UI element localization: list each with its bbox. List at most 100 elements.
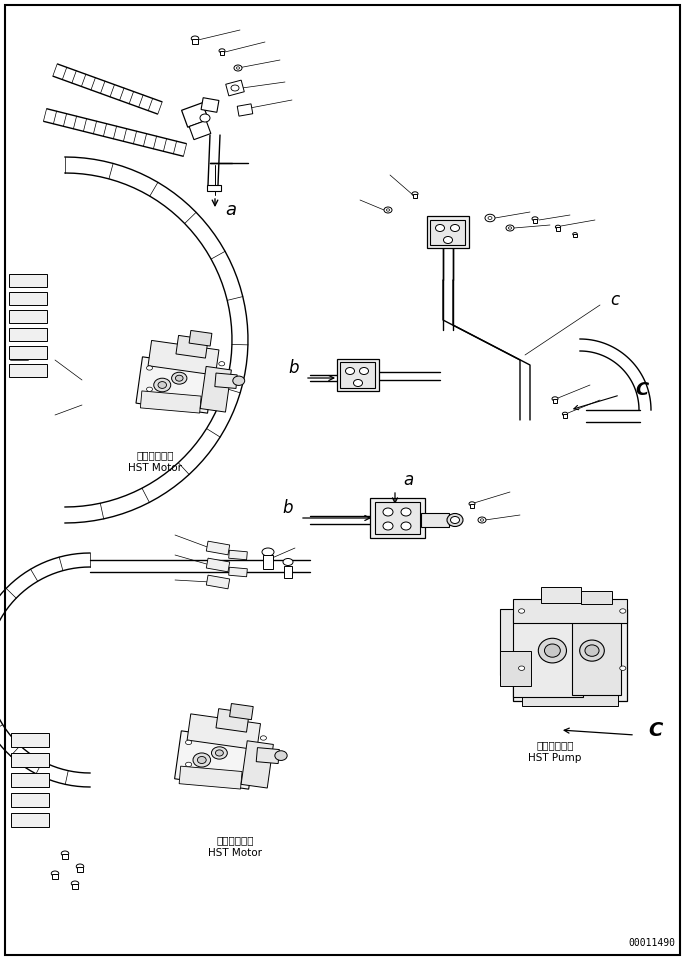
Bar bbox=[229, 567, 247, 577]
Ellipse shape bbox=[71, 881, 79, 886]
Ellipse shape bbox=[283, 559, 293, 565]
Ellipse shape bbox=[197, 756, 206, 763]
Bar bbox=[11, 793, 49, 807]
Bar bbox=[500, 651, 531, 685]
Bar bbox=[371, 498, 425, 538]
Bar bbox=[192, 39, 198, 44]
Bar bbox=[521, 684, 619, 706]
Ellipse shape bbox=[580, 640, 604, 661]
Text: ＨＳＴポンプ: ＨＳＴポンプ bbox=[536, 740, 574, 750]
Ellipse shape bbox=[383, 508, 393, 516]
Bar bbox=[513, 609, 627, 701]
Bar bbox=[427, 216, 469, 248]
Ellipse shape bbox=[412, 192, 418, 196]
Text: C: C bbox=[648, 721, 662, 739]
Bar bbox=[513, 613, 583, 697]
Text: HST Motor: HST Motor bbox=[128, 463, 182, 473]
Text: ＨＳＴモータ: ＨＳＴモータ bbox=[136, 450, 174, 460]
Ellipse shape bbox=[620, 609, 626, 613]
Ellipse shape bbox=[573, 232, 577, 235]
Bar bbox=[187, 714, 260, 750]
Ellipse shape bbox=[469, 502, 475, 506]
Bar bbox=[220, 51, 225, 56]
Ellipse shape bbox=[233, 376, 245, 385]
Bar bbox=[237, 104, 253, 116]
Bar bbox=[207, 185, 221, 191]
Ellipse shape bbox=[262, 548, 274, 556]
Ellipse shape bbox=[485, 214, 495, 222]
Bar bbox=[375, 502, 421, 534]
Bar bbox=[201, 98, 219, 112]
Text: HST Motor: HST Motor bbox=[208, 848, 262, 858]
Bar bbox=[176, 335, 208, 358]
Ellipse shape bbox=[191, 36, 199, 41]
Bar bbox=[140, 391, 201, 413]
Bar bbox=[216, 708, 249, 732]
Ellipse shape bbox=[447, 514, 463, 526]
Bar bbox=[206, 558, 229, 572]
Bar bbox=[77, 867, 83, 872]
Bar bbox=[148, 341, 219, 375]
Bar bbox=[9, 364, 47, 376]
Ellipse shape bbox=[231, 85, 239, 91]
Ellipse shape bbox=[519, 666, 525, 670]
Ellipse shape bbox=[212, 747, 227, 759]
Bar bbox=[541, 588, 581, 603]
Ellipse shape bbox=[508, 227, 512, 229]
Ellipse shape bbox=[219, 362, 225, 366]
Text: b: b bbox=[288, 359, 299, 377]
Bar bbox=[72, 884, 78, 889]
Ellipse shape bbox=[443, 236, 453, 244]
Bar bbox=[501, 609, 534, 675]
Bar bbox=[136, 357, 214, 413]
Bar bbox=[572, 615, 621, 695]
Bar bbox=[533, 219, 538, 224]
Ellipse shape bbox=[545, 644, 560, 658]
Bar bbox=[581, 591, 612, 605]
Bar bbox=[229, 550, 247, 560]
Ellipse shape bbox=[488, 217, 492, 220]
Text: a: a bbox=[225, 201, 236, 219]
Bar bbox=[9, 274, 47, 286]
Bar bbox=[215, 373, 237, 389]
Text: ＨＳＴモータ: ＨＳＴモータ bbox=[216, 835, 253, 845]
Ellipse shape bbox=[345, 368, 355, 374]
Bar bbox=[9, 292, 47, 304]
Bar bbox=[189, 330, 212, 346]
Ellipse shape bbox=[451, 516, 460, 523]
Bar bbox=[11, 813, 49, 827]
Ellipse shape bbox=[234, 65, 242, 71]
Ellipse shape bbox=[585, 645, 599, 657]
Bar bbox=[573, 234, 577, 237]
Bar bbox=[11, 733, 49, 747]
Bar bbox=[11, 773, 49, 787]
Bar bbox=[11, 753, 49, 767]
Ellipse shape bbox=[532, 217, 538, 221]
Ellipse shape bbox=[360, 368, 369, 374]
Ellipse shape bbox=[478, 517, 486, 523]
Bar bbox=[421, 513, 449, 527]
Ellipse shape bbox=[401, 508, 411, 516]
Bar bbox=[182, 103, 208, 128]
Ellipse shape bbox=[401, 522, 411, 530]
Bar bbox=[189, 120, 211, 139]
Bar bbox=[9, 327, 47, 341]
Ellipse shape bbox=[480, 518, 484, 521]
Bar bbox=[556, 228, 560, 230]
Bar bbox=[563, 415, 567, 418]
Bar bbox=[62, 854, 68, 859]
Bar bbox=[241, 741, 273, 788]
Ellipse shape bbox=[556, 226, 560, 228]
Ellipse shape bbox=[153, 378, 171, 392]
Text: 00011490: 00011490 bbox=[628, 938, 675, 948]
Bar bbox=[263, 555, 273, 569]
Bar bbox=[513, 599, 627, 623]
Ellipse shape bbox=[51, 871, 59, 876]
Bar bbox=[9, 309, 47, 323]
Bar bbox=[470, 504, 475, 508]
Ellipse shape bbox=[436, 225, 445, 231]
Text: b: b bbox=[282, 499, 292, 517]
Ellipse shape bbox=[76, 864, 84, 869]
Ellipse shape bbox=[175, 375, 183, 381]
Bar bbox=[226, 80, 245, 96]
